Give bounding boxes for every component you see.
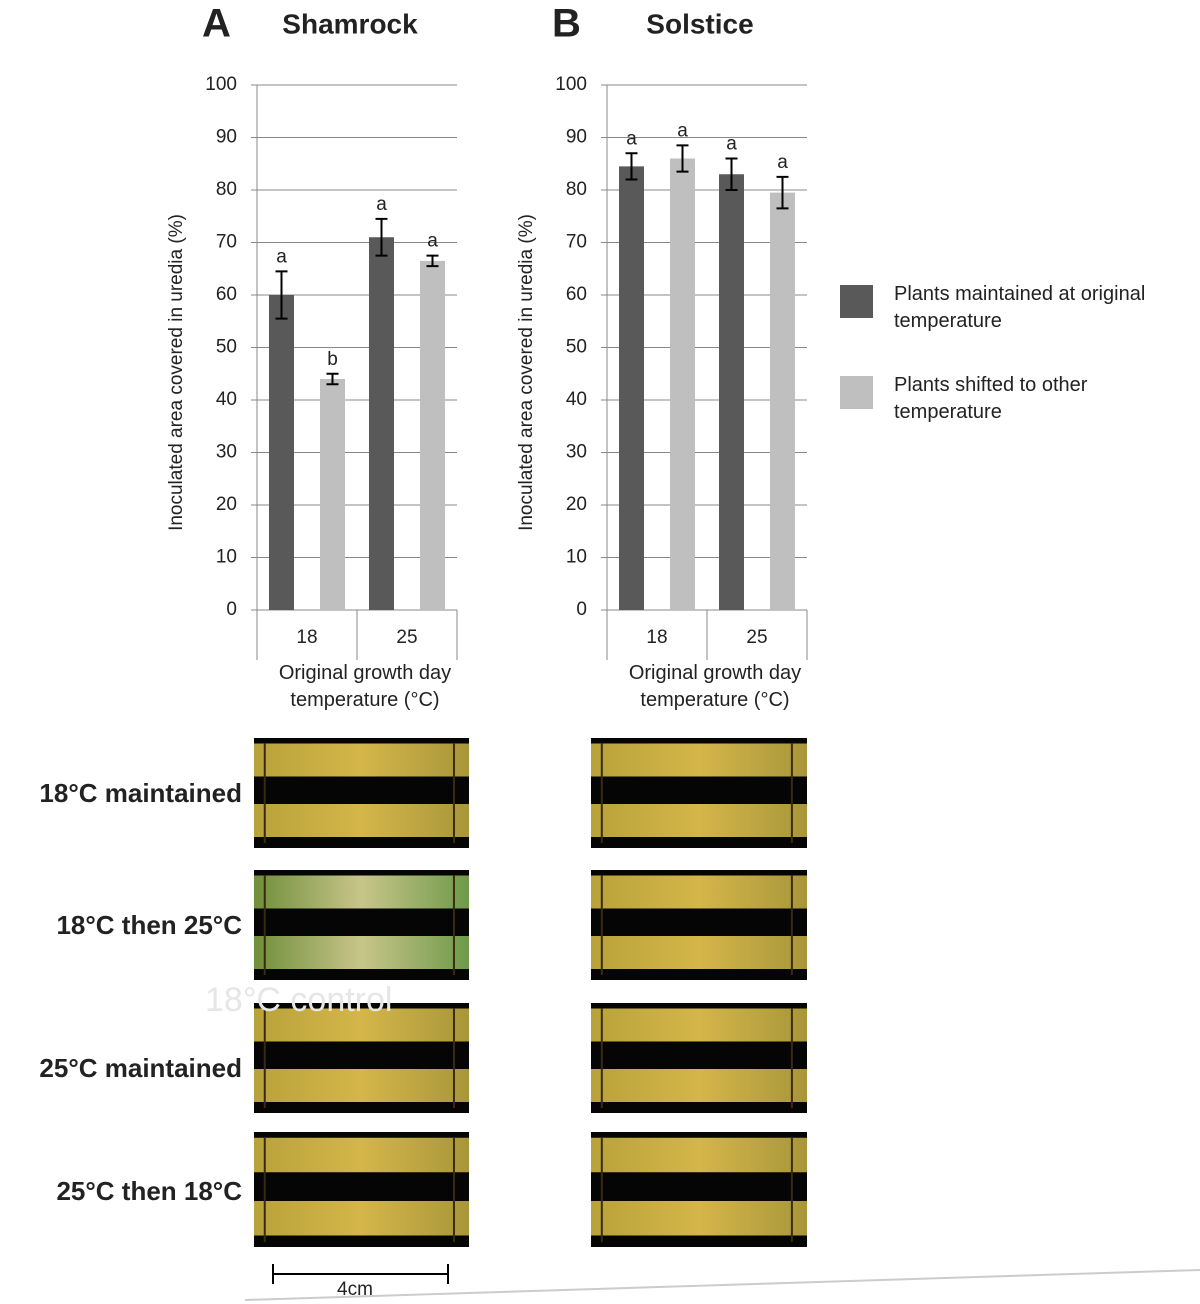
- chart-title: Shamrock: [282, 8, 418, 39]
- y-tick-label: 60: [566, 284, 587, 305]
- x-tick-label: 25: [396, 627, 417, 648]
- y-axis-label: Inoculated area covered in uredia (%): [516, 214, 537, 531]
- y-tick-label: 50: [216, 337, 237, 358]
- y-tick-label: 10: [566, 547, 587, 568]
- row-label: 18°C then 25°C: [56, 910, 242, 940]
- row-label: 25°C then 18°C: [56, 1176, 242, 1206]
- significance-letter: a: [376, 194, 387, 215]
- y-tick-label: 0: [226, 599, 237, 620]
- leaf: [254, 743, 469, 777]
- panel-label: A: [202, 2, 231, 46]
- x-axis-label: Original growth day temperature (°C): [628, 662, 802, 711]
- y-tick-label: 100: [555, 74, 587, 95]
- leaf: [591, 1137, 807, 1173]
- y-axis-label: Inoculated area covered in uredia (%): [166, 214, 187, 531]
- significance-letter: a: [276, 246, 287, 267]
- leaf: [591, 936, 807, 969]
- y-tick-label: 80: [216, 179, 237, 200]
- x-tick-label: 18: [646, 627, 667, 648]
- significance-letter: a: [626, 128, 637, 149]
- bar: [420, 260, 445, 610]
- x-tick-label: 25: [746, 627, 767, 648]
- chart-title: Solstice: [646, 8, 753, 39]
- bar: [369, 237, 394, 610]
- y-tick-label: 30: [566, 442, 587, 463]
- leaf: [254, 1008, 469, 1042]
- x-axis-label: Original growth day temperature (°C): [278, 662, 452, 711]
- legend-label: Plants maintained at original temperatur…: [894, 283, 1146, 332]
- bar: [770, 192, 795, 610]
- leaf: [591, 804, 807, 837]
- leaf: [591, 1069, 807, 1102]
- legend-swatch: [840, 285, 873, 318]
- y-tick-label: 20: [216, 494, 237, 515]
- leaf: [254, 936, 469, 969]
- leaf: [591, 743, 807, 777]
- leaf: [254, 1069, 469, 1102]
- significance-letter: a: [427, 231, 438, 252]
- y-tick-label: 20: [566, 494, 587, 515]
- y-tick-label: 90: [566, 127, 587, 148]
- bar: [619, 166, 644, 610]
- legend-label: Plants shifted to other temperature: [894, 374, 1088, 423]
- leaf: [591, 875, 807, 909]
- leaf-photos: [254, 738, 807, 1247]
- edge-line: [244, 1269, 1200, 1301]
- leaf: [254, 804, 469, 837]
- leaf: [591, 1008, 807, 1042]
- y-tick-label: 80: [566, 179, 587, 200]
- y-tick-label: 40: [566, 389, 587, 410]
- row-label: 18°C maintained: [39, 778, 242, 808]
- significance-letter: a: [777, 152, 788, 173]
- legend-swatch: [840, 376, 873, 409]
- significance-letter: b: [327, 349, 338, 370]
- y-tick-label: 50: [566, 337, 587, 358]
- watermark: 18°C control: [205, 981, 392, 1019]
- significance-letter: a: [677, 120, 688, 141]
- x-tick-label: 18: [296, 627, 317, 648]
- bar: [269, 295, 294, 610]
- y-tick-label: 90: [216, 127, 237, 148]
- panel-label: B: [552, 2, 581, 46]
- significance-letter: a: [726, 134, 737, 155]
- leaf: [254, 1137, 469, 1173]
- y-tick-label: 10: [216, 547, 237, 568]
- bar: [719, 174, 744, 610]
- bar: [670, 158, 695, 610]
- y-tick-label: 70: [566, 232, 587, 253]
- y-tick-label: 100: [205, 74, 237, 95]
- y-tick-label: 40: [216, 389, 237, 410]
- leaf: [254, 875, 469, 909]
- y-tick-label: 70: [216, 232, 237, 253]
- bar: [320, 379, 345, 610]
- scale-bar-label: 4cm: [337, 1279, 373, 1300]
- row-label: 25°C maintained: [39, 1053, 242, 1083]
- y-tick-label: 0: [576, 599, 587, 620]
- leaf: [254, 1201, 469, 1236]
- y-tick-label: 60: [216, 284, 237, 305]
- leaf: [591, 1201, 807, 1236]
- y-tick-label: 30: [216, 442, 237, 463]
